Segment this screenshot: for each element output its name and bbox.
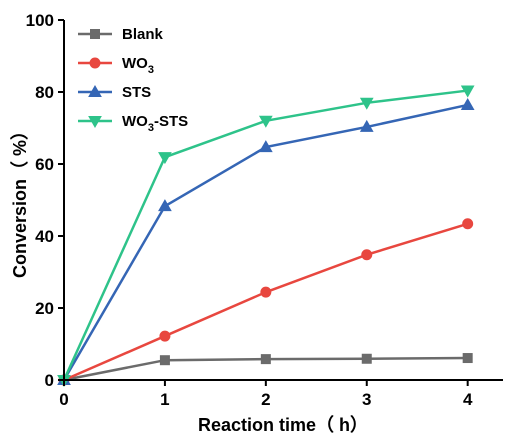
legend-marker	[90, 29, 100, 39]
legend-label-subscript: 3	[148, 122, 154, 134]
x-tick-label: 1	[160, 390, 169, 409]
data-point	[158, 199, 172, 212]
legend-item: WO3-STS	[78, 113, 188, 134]
data-point	[158, 152, 172, 165]
axes	[63, 20, 503, 381]
legend-label: Blank	[122, 26, 164, 43]
series-wo3-sts	[57, 85, 475, 388]
legend-item: STS	[78, 84, 151, 101]
data-point	[258, 140, 273, 153]
data-point	[460, 97, 475, 110]
legend-marker	[89, 57, 101, 69]
data-point	[260, 354, 271, 365]
data-point	[462, 353, 473, 364]
series-layer	[57, 85, 475, 388]
data-point	[359, 119, 374, 132]
legend-label: WO3	[122, 55, 154, 76]
legend-marker	[88, 84, 102, 97]
y-tick-label: 20	[35, 299, 54, 318]
data-point	[462, 218, 474, 230]
y-tick-label: 40	[35, 227, 54, 246]
x-tick-label: 2	[261, 390, 270, 409]
x-tick-label: 0	[59, 390, 68, 409]
legend-label-tail: -STS	[154, 113, 188, 130]
data-point	[258, 115, 273, 128]
data-point	[159, 355, 170, 366]
data-point	[260, 286, 272, 298]
x-tick-label: 3	[362, 390, 371, 409]
y-tick-label: 60	[35, 155, 54, 174]
legend-label-main: Blank	[122, 26, 164, 43]
x-tick-label: 4	[463, 390, 473, 409]
legend-label: STS	[122, 84, 151, 101]
legend-marker	[88, 116, 102, 129]
x-axis-title: Reaction time（ h）	[198, 415, 368, 435]
legend-label: WO3-STS	[122, 113, 188, 134]
legend-label-main: STS	[122, 84, 151, 101]
y-tick-label: 80	[35, 83, 54, 102]
series-line	[62, 89, 468, 381]
data-point	[361, 249, 373, 261]
data-point	[361, 353, 372, 364]
legend-item: Blank	[78, 26, 164, 43]
legend-label-subscript: 3	[148, 64, 154, 76]
legend-label-main: WO	[122, 55, 148, 72]
y-tick-label: 0	[45, 371, 54, 390]
y-axis-title: Conversion（ %）	[10, 122, 30, 278]
data-point	[159, 330, 171, 342]
legend-label-main: WO	[122, 113, 148, 130]
y-tick-label: 100	[26, 11, 54, 30]
data-point	[460, 85, 475, 98]
legend-item: WO3	[78, 55, 154, 76]
data-point	[359, 97, 374, 110]
